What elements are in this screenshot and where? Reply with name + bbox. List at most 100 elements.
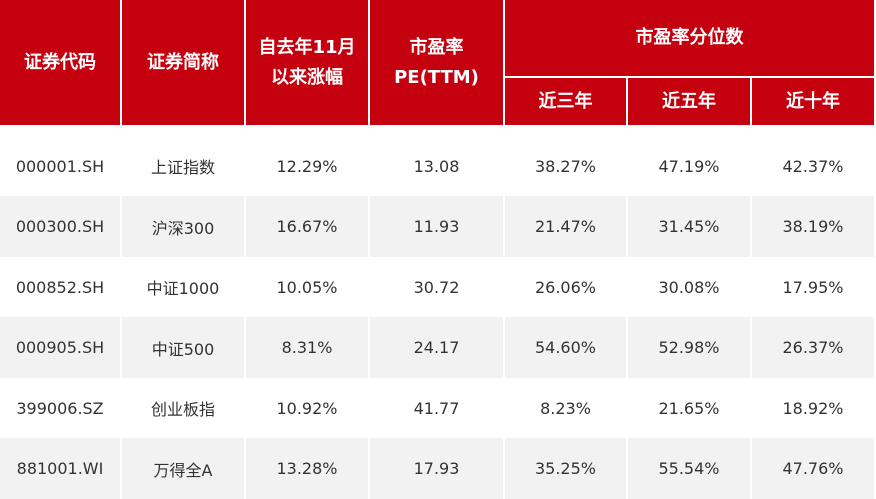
body-cell: 万得全A xyxy=(122,438,246,499)
cell-text: 市盈率 xyxy=(409,36,464,58)
cell-text: 沪深300 xyxy=(151,218,215,238)
body-cell: 10.05% xyxy=(246,257,370,317)
body-cell: 30.72 xyxy=(370,257,505,317)
cell-text: 证券代码 xyxy=(24,51,96,73)
body-cell: 12.29% xyxy=(246,136,370,196)
cell-text: 55.54% xyxy=(658,459,720,478)
cell-text: 创业板指 xyxy=(150,400,215,419)
body-cell: 24.17 xyxy=(370,317,505,378)
cell-text: 30.08% xyxy=(658,277,720,297)
cell-text: 16.67% xyxy=(276,217,338,236)
subheader-cell: 近五年 xyxy=(628,78,752,125)
header-cell: 证券代码 xyxy=(0,0,122,125)
body-cell: 30.08% xyxy=(628,257,752,317)
cell-text: 41.77 xyxy=(413,398,460,418)
body-cell: 中证500 xyxy=(122,317,246,378)
cell-text: 8.23% xyxy=(540,398,591,418)
cell-text: 881001.WI xyxy=(16,459,104,478)
cell-text: 000300.SH xyxy=(15,217,105,236)
cell-text: 13.08 xyxy=(413,156,460,176)
subheader-cell: 近三年 xyxy=(505,78,628,125)
body-cell: 38.27% xyxy=(505,136,628,196)
subheader-cell: 近十年 xyxy=(752,78,876,125)
body-cell: 上证指数 xyxy=(122,136,246,196)
body-cell: 10.92% xyxy=(246,378,370,438)
cell-text: 000852.SH xyxy=(15,277,105,297)
body-cell: 21.47% xyxy=(505,196,628,257)
cell-text: 26.37% xyxy=(782,338,844,357)
body-cell: 16.67% xyxy=(246,196,370,257)
body-cell: 26.37% xyxy=(752,317,876,378)
body-cell: 13.28% xyxy=(246,438,370,499)
cell-text: 47.19% xyxy=(658,156,720,176)
body-cell: 21.65% xyxy=(628,378,752,438)
cell-text: 21.65% xyxy=(658,398,720,418)
body-cell: 26.06% xyxy=(505,257,628,317)
cell-text: 47.76% xyxy=(782,459,844,478)
body-cell: 11.93 xyxy=(370,196,505,257)
cell-text: 17.95% xyxy=(782,277,844,297)
cell-text: 38.19% xyxy=(782,217,844,236)
cell-text: 近十年 xyxy=(786,90,840,112)
cell-text: 10.92% xyxy=(276,398,338,418)
cell-text: 31.45% xyxy=(658,217,720,236)
cell-text: 市盈率分位数 xyxy=(635,27,744,48)
cell-text: 中证500 xyxy=(151,339,215,359)
cell-text: 近五年 xyxy=(662,90,716,112)
cell-text: 38.27% xyxy=(534,156,596,176)
cell-text: 10.05% xyxy=(276,277,338,297)
cell-text: 近三年 xyxy=(538,90,593,112)
body-cell: 000300.SH xyxy=(0,196,122,257)
group-header: 市盈率分位数 xyxy=(505,0,876,78)
cell-text: 证券简称 xyxy=(147,51,219,73)
body-cell: 中证1000 xyxy=(122,257,246,317)
body-cell: 000852.SH xyxy=(0,257,122,317)
cell-text: 399006.SZ xyxy=(16,398,104,418)
cell-text: 35.25% xyxy=(534,459,596,478)
header-cell: 市盈率 PE(TTM) xyxy=(370,0,505,125)
cell-text: 12.29% xyxy=(276,156,338,176)
body-cell: 47.19% xyxy=(628,136,752,196)
cell-text: 17.93 xyxy=(413,459,460,478)
body-cell: 42.37% xyxy=(752,136,876,196)
cell-text: 54.60% xyxy=(534,338,596,357)
body-cell: 41.77 xyxy=(370,378,505,438)
cell-text: 52.98% xyxy=(658,338,720,357)
body-cell: 8.31% xyxy=(246,317,370,378)
cell-text: 8.31% xyxy=(281,338,333,357)
cell-text: 21.47% xyxy=(534,217,596,236)
cell-text: 42.37% xyxy=(782,156,844,176)
cell-text: 30.72 xyxy=(413,277,460,297)
body-cell: 38.19% xyxy=(752,196,876,257)
body-cell: 沪深300 xyxy=(122,196,246,257)
body-cell: 000905.SH xyxy=(0,317,122,378)
body-cell: 55.54% xyxy=(628,438,752,499)
body-cell: 创业板指 xyxy=(122,378,246,438)
cell-text: PE(TTM) xyxy=(394,66,479,88)
cell-text: 万得全A xyxy=(153,460,213,480)
cell-text: 26.06% xyxy=(534,277,596,297)
body-cell: 399006.SZ xyxy=(0,378,122,438)
cell-text: 中证1000 xyxy=(146,279,220,298)
cell-text: 自去年11月 xyxy=(258,36,356,58)
body-cell: 54.60% xyxy=(505,317,628,378)
body-cell: 000001.SH xyxy=(0,136,122,196)
header-cell: 自去年11月 以来涨幅 xyxy=(246,0,370,125)
body-cell: 17.93 xyxy=(370,438,505,499)
body-cell: 47.76% xyxy=(752,438,876,499)
body-cell: 13.08 xyxy=(370,136,505,196)
cell-text: 000001.SH xyxy=(15,156,105,176)
cell-text: 13.28% xyxy=(276,459,338,478)
cell-text: 24.17 xyxy=(413,338,460,357)
body-cell: 31.45% xyxy=(628,196,752,257)
body-cell: 52.98% xyxy=(628,317,752,378)
body-cell: 18.92% xyxy=(752,378,876,438)
body-cell: 881001.WI xyxy=(0,438,122,499)
header-cell: 证券简称 xyxy=(122,0,246,125)
cell-text: 11.93 xyxy=(413,217,460,236)
body-cell: 17.95% xyxy=(752,257,876,317)
cell-text: 以来涨幅 xyxy=(271,66,343,88)
body-cell: 8.23% xyxy=(505,378,628,438)
cell-text: 18.92% xyxy=(782,398,844,418)
